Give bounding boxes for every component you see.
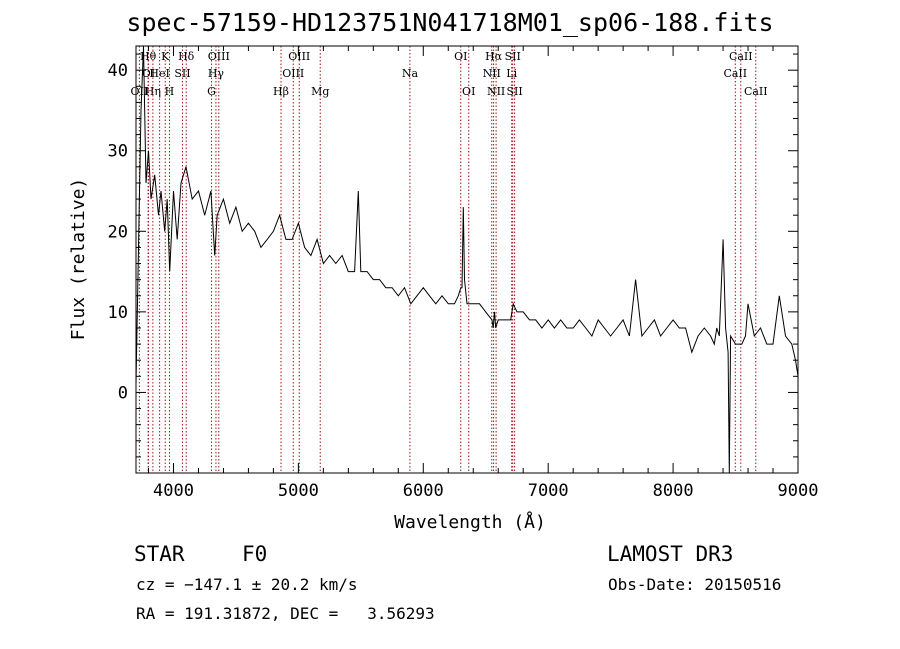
line-marker-label-4: Hη	[145, 85, 161, 98]
line-marker-label-15: Mg	[311, 85, 329, 98]
x-axis-label: Wavelength (Å)	[394, 511, 546, 533]
line-marker-label-6: H	[165, 85, 175, 98]
line-marker-label-23: Li	[506, 67, 517, 80]
line-marker-label-18: OI	[462, 85, 475, 98]
x-tick-label-4000: 4000	[153, 481, 194, 501]
line-marker-label-11: G	[207, 85, 216, 98]
subclass: F0	[242, 542, 268, 566]
axis-tick-labels: 4000 5000 6000 7000 8000 9000 0 10 20 30 40	[108, 61, 819, 501]
x-tick-label-6000: 6000	[403, 481, 444, 501]
line-marker-label-19: Hα	[485, 50, 503, 63]
coordinates: RA = 191.31872, DEC = 3.56293	[136, 604, 435, 623]
line-marker-label-1: Hθ	[140, 50, 157, 63]
axis-ticks	[136, 46, 799, 473]
line-marker-label-21: NII	[487, 85, 505, 98]
line-marker-label-7: SII	[174, 67, 190, 80]
y-tick-label-20: 20	[108, 222, 128, 242]
y-tick-label-30: 30	[108, 142, 128, 162]
spectrum-layer	[135, 45, 799, 474]
line-marker-label-0: OII	[131, 85, 149, 98]
spectrum-line	[135, 45, 799, 474]
line-marker-label-10: Hγ	[208, 67, 225, 80]
line-marker-label-2: OI	[142, 67, 155, 80]
plot-frame	[135, 45, 799, 474]
x-tick-label-7000: 7000	[528, 481, 569, 501]
line-marker-label-3: HeI	[149, 67, 169, 80]
cz-value: cz = −147.1 ± 20.2 km/s	[136, 575, 358, 594]
line-marker-label-12: Hβ	[273, 85, 289, 98]
line-marker-label-20: NII	[483, 67, 501, 80]
line-marker-label-24: SII	[506, 85, 522, 98]
survey-name: LAMOST DR3	[607, 542, 734, 566]
line-marker-label-16: Na	[402, 67, 419, 80]
y-tick-label-40: 40	[108, 61, 128, 81]
y-tick-label-10: 10	[108, 303, 128, 323]
line-marker-label-5: K	[161, 50, 170, 63]
line-marker-label-8: Hδ	[178, 50, 195, 63]
line-marker-label-26: CaII	[723, 67, 747, 80]
line-marker-label-27: CaII	[744, 85, 768, 98]
object-type: STAR	[134, 542, 185, 566]
line-marker-label-13: OIII	[288, 50, 310, 63]
line-marker-label-22: SII	[505, 50, 521, 63]
line-marker-label-17: OI	[454, 50, 467, 63]
line-markers	[138, 46, 757, 473]
y-axis-label: Flux (relative)	[68, 178, 89, 341]
line-marker-label-9: OIII	[208, 50, 230, 63]
line-marker-label-14: OIII	[282, 67, 304, 80]
line-marker-label-25: CaII	[729, 50, 753, 63]
x-tick-label-8000: 8000	[653, 481, 694, 501]
y-tick-label-0: 0	[118, 383, 128, 403]
chart-title: spec-57159-HD123751N041718M01_sp06-188.f…	[126, 8, 774, 37]
obs-date: Obs-Date: 20150516	[608, 575, 782, 594]
x-tick-label-9000: 9000	[778, 481, 819, 501]
x-tick-label-5000: 5000	[278, 481, 319, 501]
